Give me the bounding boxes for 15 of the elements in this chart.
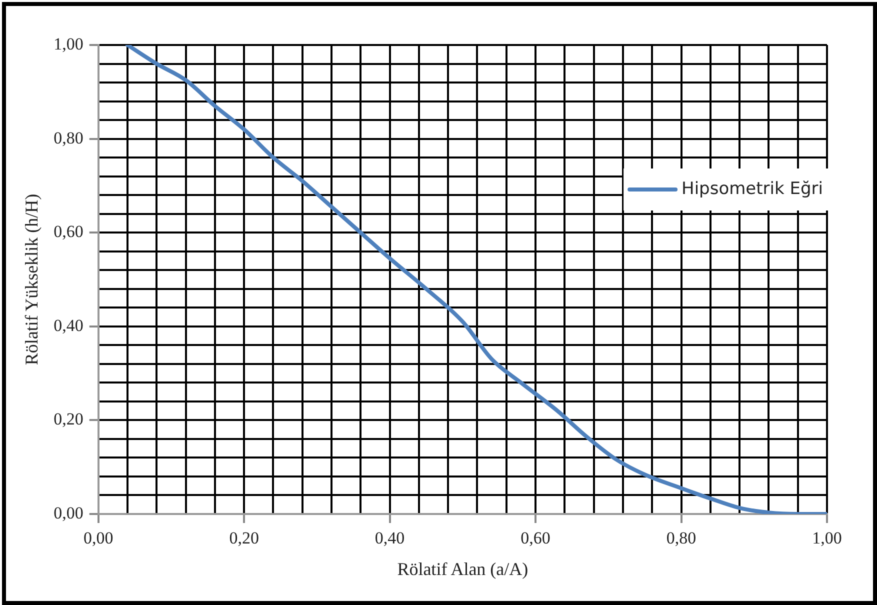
y-tick-label: 0,60 — [54, 222, 84, 242]
y-tick-label: 0,40 — [54, 316, 84, 335]
x-tick-label: 0,80 — [666, 528, 696, 548]
y-tick-label: 0,20 — [54, 410, 84, 429]
y-tick-label: 1,00 — [54, 34, 84, 54]
x-tick-label: 0,40 — [374, 528, 405, 548]
legend-label: Hipsometrik Eğri — [682, 178, 824, 199]
x-tick-label: 0,20 — [229, 528, 259, 548]
y-tick-label: 0,00 — [54, 503, 84, 522]
x-tick-label: 0,00 — [83, 528, 114, 548]
x-axis-title: Rölatif Alan (a/A) — [397, 558, 528, 579]
x-tick-label: 1,00 — [812, 528, 842, 548]
y-tick-label: 0,80 — [54, 128, 84, 148]
x-tick-label: 0,60 — [520, 528, 550, 548]
y-axis-title: Rölatif Yükseklik (h/H) — [22, 194, 42, 366]
